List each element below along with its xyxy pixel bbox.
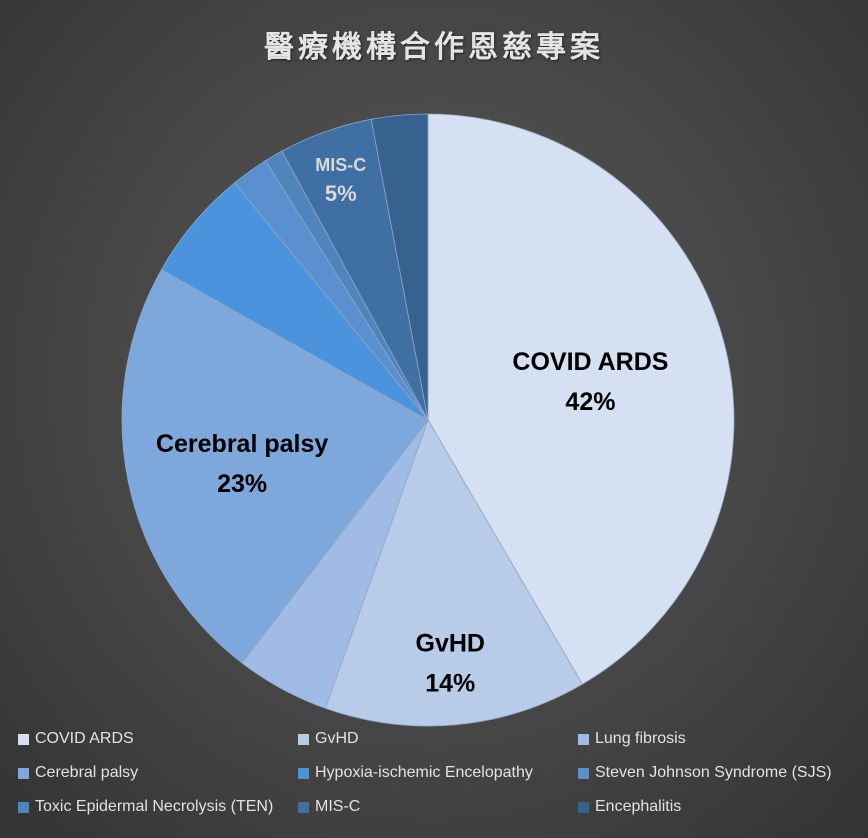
legend-item-gvhd: GvHD — [298, 728, 578, 750]
legend-label: Lung fibrosis — [595, 730, 686, 747]
legend-item-cerebral-palsy: Cerebral palsy — [18, 762, 298, 784]
legend-item-hypoxia-ischemic-encelopathy: Hypoxia-ischemic Encelopathy — [298, 762, 578, 784]
data-label-value-gvhd: 14% — [425, 670, 475, 698]
legend-label: COVID ARDS — [35, 730, 134, 747]
legend-label: GvHD — [315, 730, 359, 747]
legend-label: Cerebral palsy — [35, 764, 139, 781]
legend-swatch — [18, 767, 29, 779]
legend-item-covid-ards: COVID ARDS — [18, 728, 298, 750]
data-label-name-cerebral-palsy: Cerebral palsy — [156, 430, 328, 458]
data-label-name-gvhd: GvHD — [416, 630, 485, 658]
legend-label: Steven Johnson Syndrome (SJS) — [595, 764, 832, 781]
legend-item-mis-c: MIS-C — [298, 796, 578, 818]
data-label-name-covid-ards: COVID ARDS — [512, 348, 668, 376]
legend-swatch — [578, 733, 589, 745]
legend-item-encephalitis: Encephalitis — [578, 796, 868, 818]
legend-swatch — [578, 767, 589, 779]
chart-title: 醫療機構合作恩慈專案 — [264, 30, 604, 65]
legend-swatch — [298, 733, 309, 745]
pie-slice-encephalitis — [370, 113, 429, 421]
legend-swatch — [298, 801, 309, 813]
legend-label: Toxic Epidermal Necrolysis (TEN) — [35, 798, 274, 815]
data-label-value-covid-ards: 42% — [565, 388, 615, 416]
legend-swatch — [18, 733, 29, 745]
legend-label: MIS-C — [315, 798, 361, 815]
legend-swatch — [578, 801, 589, 813]
legend: COVID ARDS GvHD Lung fibrosis Cerebral pals… — [18, 728, 868, 818]
data-label-name-mis-c: MIS-C — [315, 155, 366, 175]
pie-slice-gvhd — [324, 419, 583, 727]
data-label-value-mis-c: 5% — [325, 181, 357, 206]
data-label-value-cerebral-palsy: 23% — [217, 470, 267, 498]
legend-swatch — [298, 767, 309, 779]
legend-swatch — [18, 801, 29, 813]
legend-item-steven-johnson-syndrome-sjs: Steven Johnson Syndrome (SJS) — [578, 762, 868, 784]
pie-slice-covid-ards — [427, 113, 735, 685]
legend-label: Hypoxia-ischemic Encelopathy — [315, 764, 533, 781]
legend-item-toxic-epidermal-necrolysis-ten: Toxic Epidermal Necrolysis (TEN) — [18, 796, 298, 818]
pie-slice-cerebral-palsy — [121, 269, 429, 664]
legend-label: Encephalitis — [595, 798, 682, 815]
legend-item-lung-fibrosis: Lung fibrosis — [578, 728, 868, 750]
